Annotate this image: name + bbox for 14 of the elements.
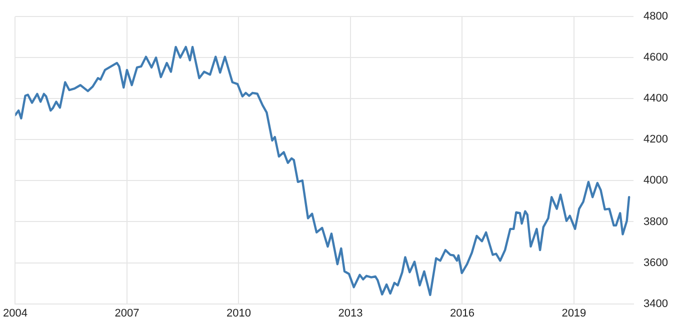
x-tick-label: 2010 xyxy=(226,307,251,320)
y-tick-label: 4000 xyxy=(644,174,668,187)
y-tick-label: 4600 xyxy=(644,52,668,64)
y-tick-label: 4200 xyxy=(644,134,668,146)
y-tick-label: 4800 xyxy=(644,10,668,23)
y-tick-label: 3800 xyxy=(644,216,668,228)
y-tick-label: 3600 xyxy=(644,256,668,269)
y-tick-label: 3400 xyxy=(644,298,668,310)
x-tick-label: 2004 xyxy=(2,307,28,320)
y-tick-label: 4400 xyxy=(644,92,668,105)
x-tick-label: 2007 xyxy=(114,307,140,320)
x-tick-label: 2013 xyxy=(338,307,363,320)
x-tick-label: 2019 xyxy=(562,307,586,320)
x-tick-label: 2016 xyxy=(450,307,474,320)
